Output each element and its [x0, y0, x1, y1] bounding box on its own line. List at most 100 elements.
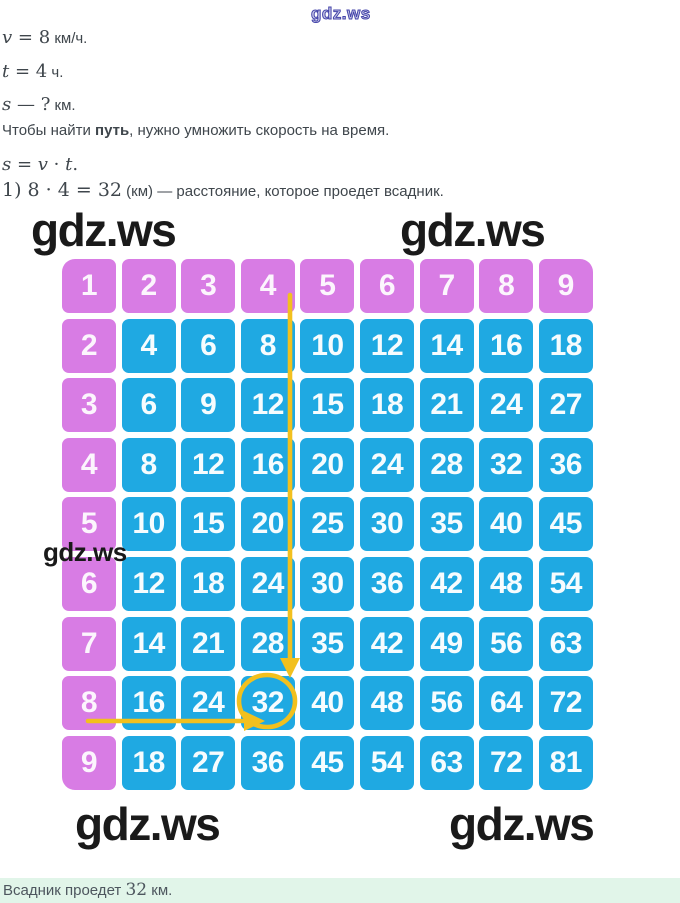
math-var-s: s	[2, 154, 12, 175]
table-product-cell: 14	[419, 318, 474, 373]
watermark-top-center: gdz.ws	[311, 4, 371, 24]
table-product-cell: 42	[359, 616, 414, 671]
math-equals: =	[11, 154, 38, 175]
table-product-cell: 48	[479, 556, 534, 611]
table-product-cell: 18	[121, 735, 176, 790]
table-header-cell: 7	[419, 259, 474, 313]
unit-label: ч.	[47, 64, 64, 81]
watermark-upper-right: gdz.ws	[400, 204, 546, 256]
math-var-t: t	[65, 154, 73, 175]
watermark-middle-left: gdz.ws	[43, 537, 127, 567]
table-product-cell: 45	[300, 735, 355, 790]
multiplication-table: 1 2 3 4 5 6 7 8 9 2 4 6 8 10 12 14 16 18 3 6 9 12 15 18 21 24 27 4 8…	[62, 259, 593, 790]
table-product-cell: 12	[240, 378, 295, 433]
table-product-cell: 21	[419, 378, 474, 433]
table-product-cell: 28	[419, 437, 474, 492]
table-product-cell: 25	[300, 497, 355, 552]
table-header-cell: 1	[62, 259, 116, 313]
given-line-speed: v = 8 км/ч.	[2, 27, 87, 48]
watermark-upper-left: gdz.ws	[31, 204, 177, 256]
table-product-cell: 20	[300, 437, 355, 492]
table-product-cell: 56	[419, 676, 474, 731]
table-header-cell: 9	[538, 259, 593, 313]
rule-line: Чтобы найти путь, нужно умножить скорост…	[2, 122, 389, 139]
table-product-cell: 9	[181, 378, 236, 433]
computation-description: (км) — расстояние, которое проедет всадн…	[122, 183, 444, 200]
unit-label: км.	[50, 97, 76, 114]
table-product-cell: 12	[121, 556, 176, 611]
table-header-cell: 4	[240, 259, 295, 313]
table-product-cell: 8	[240, 318, 295, 373]
table-product-cell: 27	[538, 378, 593, 433]
table-product-cell: 10	[121, 497, 176, 552]
watermark-lower-left: gdz.ws	[75, 798, 221, 850]
table-header-cell: 7	[62, 616, 116, 671]
table-product-cell: 56	[479, 616, 534, 671]
watermark-lower-right: gdz.ws	[449, 798, 595, 850]
table-product-cell: 64	[479, 676, 534, 731]
math-var-t: t	[2, 61, 10, 82]
computation-expression: 1) 8 · 4 = 32	[2, 179, 123, 201]
table-product-cell: 36	[538, 437, 593, 492]
table-header-cell: 8	[479, 259, 534, 313]
given-line-distance: s — ? км.	[2, 94, 76, 115]
table-product-cell: 30	[300, 556, 355, 611]
table-product-cell: 24	[479, 378, 534, 433]
answer-value: 32	[125, 880, 148, 900]
answer-text-after: км.	[147, 882, 173, 899]
table-product-cell: 72	[479, 735, 534, 790]
table-product-cell: 27	[181, 735, 236, 790]
math-value: = 4	[9, 61, 48, 82]
table-product-cell: 30	[359, 497, 414, 552]
table-header-cell: 6	[62, 556, 116, 611]
table-product-cell: 16	[121, 676, 176, 731]
rule-text-after: , нужно умножить скорость на время.	[129, 122, 390, 139]
given-line-time: t = 4 ч.	[2, 61, 63, 82]
table-product-cell: 20	[240, 497, 295, 552]
table-product-cell: 36	[240, 735, 295, 790]
table-header-cell: 5	[300, 259, 355, 313]
math-value: = 8	[12, 27, 51, 48]
table-product-cell: 35	[300, 616, 355, 671]
table-product-cell: 32	[479, 437, 534, 492]
table-header-cell: 2	[121, 259, 176, 313]
table-header-cell: 6	[359, 259, 414, 313]
formula-line: s = v · t.	[2, 154, 78, 175]
table-header-cell: 9	[62, 735, 116, 790]
table-product-cell: 32	[240, 676, 295, 731]
table-product-cell: 4	[121, 318, 176, 373]
table-product-cell: 16	[479, 318, 534, 373]
math-var-v: v	[2, 27, 13, 48]
table-product-cell: 12	[359, 318, 414, 373]
computation-line: 1) 8 · 4 = 32 (км) — расстояние, которое…	[2, 179, 444, 201]
table-product-cell: 16	[240, 437, 295, 492]
table-product-cell: 6	[181, 318, 236, 373]
math-period: .	[72, 154, 79, 175]
table-header-cell: 2	[62, 318, 116, 373]
math-var-s: s	[2, 94, 12, 115]
table-product-cell: 36	[359, 556, 414, 611]
table-product-cell: 72	[538, 676, 593, 731]
math-var-v: v	[37, 154, 48, 175]
table-product-cell: 21	[181, 616, 236, 671]
table-product-cell: 8	[121, 437, 176, 492]
table-product-cell: 63	[538, 616, 593, 671]
table-header-cell: 3	[181, 259, 236, 313]
table-product-cell: 42	[419, 556, 474, 611]
table-header-cell: 5	[62, 497, 116, 552]
table-product-cell: 54	[538, 556, 593, 611]
table-product-cell: 15	[300, 378, 355, 433]
rule-text-bold: путь	[95, 122, 130, 139]
table-product-cell: 18	[538, 318, 593, 373]
table-product-cell: 14	[121, 616, 176, 671]
table-product-cell: 12	[181, 437, 236, 492]
table-product-cell: 24	[181, 676, 236, 731]
math-dot-operator: ·	[47, 154, 66, 175]
table-header-cell: 4	[62, 437, 116, 492]
table-header-cell: 3	[62, 378, 116, 433]
table-product-cell: 35	[419, 497, 474, 552]
table-product-cell: 81	[538, 735, 593, 790]
table-header-cell: 8	[62, 676, 116, 731]
math-value: — ?	[11, 94, 51, 115]
